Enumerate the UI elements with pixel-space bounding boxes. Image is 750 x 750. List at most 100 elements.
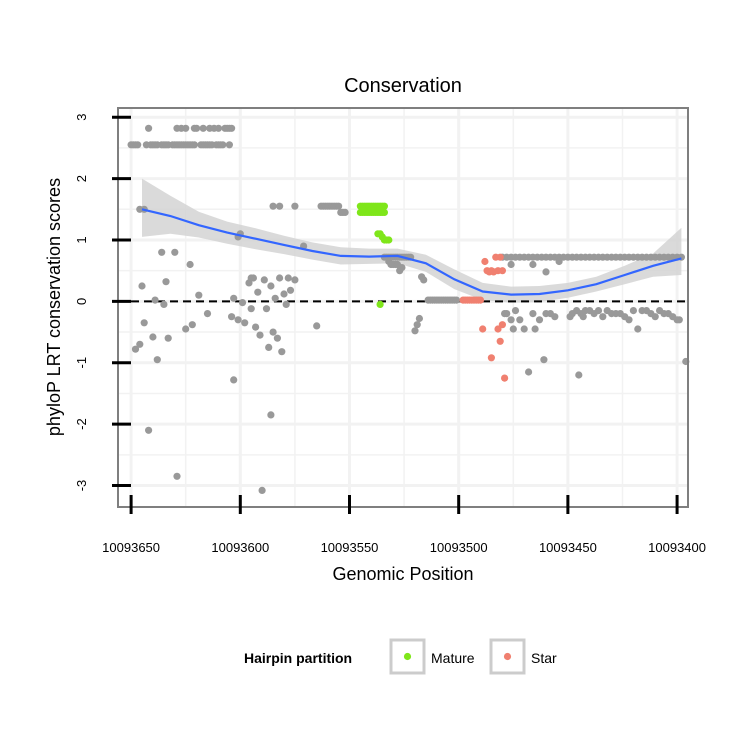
point-other <box>625 316 633 324</box>
point-other <box>186 260 194 269</box>
point-other <box>531 325 539 333</box>
point-other <box>284 274 292 282</box>
x-tick-label: 10093600 <box>211 540 269 555</box>
point-other <box>131 345 140 353</box>
point-other <box>335 202 343 210</box>
point-other <box>511 307 520 315</box>
point-other <box>529 260 537 269</box>
point-mature <box>385 236 393 244</box>
points-layer <box>127 124 690 494</box>
point-other <box>535 316 544 324</box>
point-other <box>675 316 683 324</box>
point-other <box>199 124 207 132</box>
point-star <box>498 321 506 329</box>
point-other <box>276 202 284 210</box>
point-other <box>262 305 271 313</box>
x-tick-label: 10093500 <box>430 540 488 555</box>
point-other <box>145 426 153 434</box>
legend-item-mature: Mature <box>389 638 475 675</box>
point-other <box>594 307 603 315</box>
point-mature <box>367 205 375 213</box>
point-other <box>629 307 638 315</box>
point-other <box>252 323 260 331</box>
point-mature <box>376 205 384 213</box>
legend-dot-mature <box>403 652 412 661</box>
point-other <box>269 328 277 336</box>
y-tick-label: 3 <box>74 114 89 121</box>
legend: Hairpin partition Mature Star <box>244 638 557 675</box>
point-other <box>525 368 533 376</box>
point-other <box>254 288 262 296</box>
grid-lines <box>118 108 688 507</box>
point-other <box>241 319 249 327</box>
x-tick-label: 10093400 <box>648 540 706 555</box>
point-mature <box>376 300 384 308</box>
point-other <box>182 124 190 132</box>
point-other <box>195 291 203 299</box>
point-other <box>280 290 288 298</box>
point-other <box>234 316 242 324</box>
point-other <box>256 331 264 339</box>
point-other <box>238 299 247 307</box>
y-tick-label: -1 <box>74 357 89 369</box>
x-tick-label: 10093550 <box>321 540 379 555</box>
x-tick-label: 10093650 <box>102 540 160 555</box>
legend-label-star: Star <box>531 650 557 666</box>
point-other <box>651 313 659 321</box>
point-other <box>267 282 275 290</box>
point-other <box>420 276 428 284</box>
point-other <box>188 321 196 329</box>
point-other <box>230 294 238 302</box>
point-other <box>151 296 159 304</box>
point-star <box>501 374 509 382</box>
point-star <box>481 257 489 266</box>
point-other <box>291 276 299 284</box>
smooth-confidence-band <box>142 178 682 303</box>
point-other <box>158 248 166 256</box>
point-other <box>214 124 223 132</box>
chart-title: Conservation <box>344 75 462 97</box>
point-other <box>507 316 515 324</box>
point-other <box>516 316 524 324</box>
point-star <box>496 253 504 261</box>
y-tick-label: 1 <box>74 236 89 243</box>
legend-dot-star <box>503 652 512 661</box>
x-axis-title: Genomic Position <box>332 564 473 584</box>
point-other <box>260 276 268 284</box>
point-other <box>555 257 563 266</box>
point-other <box>164 334 172 342</box>
legend-key-star <box>489 638 526 675</box>
point-other <box>415 314 423 323</box>
point-star <box>498 267 506 275</box>
point-star <box>487 354 495 362</box>
point-star <box>476 296 485 304</box>
point-other <box>599 313 607 321</box>
point-other <box>138 282 146 290</box>
legend-key-mature <box>389 638 426 675</box>
point-other <box>503 310 511 318</box>
point-star <box>494 325 502 333</box>
point-other <box>341 208 349 216</box>
point-other <box>193 124 201 132</box>
y-axis-title: phyloP LRT conservation scores <box>44 178 64 436</box>
point-other <box>249 274 257 282</box>
point-other <box>509 325 517 333</box>
point-other <box>529 310 537 318</box>
point-other <box>282 300 290 308</box>
plot-panel-background <box>118 108 688 507</box>
smooth-line-layer <box>141 208 682 296</box>
legend-item-star: Star <box>489 638 557 675</box>
point-other <box>149 333 157 341</box>
point-other <box>182 325 190 333</box>
point-other <box>265 343 273 351</box>
point-other <box>542 268 550 276</box>
point-other <box>203 310 212 318</box>
point-other <box>225 141 233 149</box>
point-other <box>228 124 236 132</box>
point-other <box>520 325 528 333</box>
point-other <box>273 334 281 342</box>
y-axis: -3 -2 -1 0 1 2 3 <box>74 114 131 491</box>
point-star <box>479 325 487 333</box>
point-other <box>153 356 161 364</box>
